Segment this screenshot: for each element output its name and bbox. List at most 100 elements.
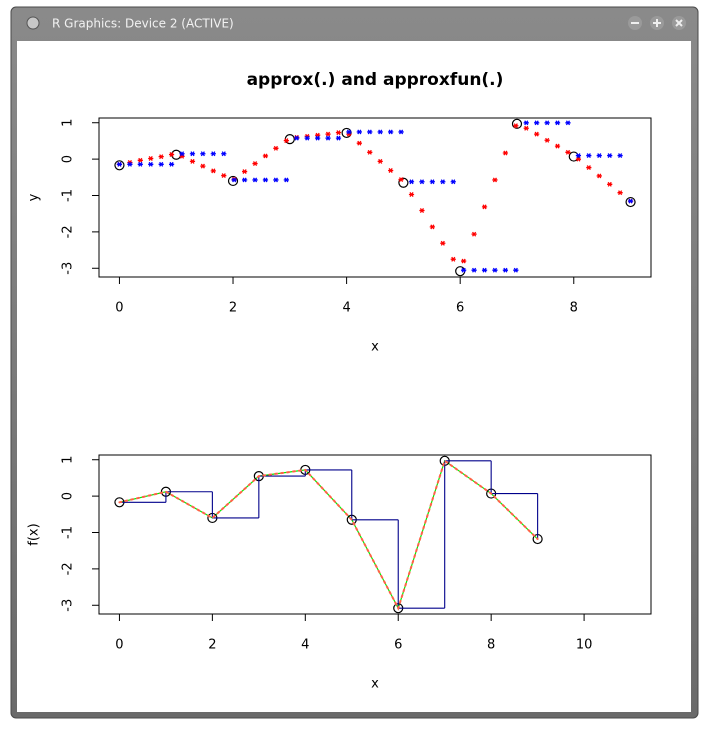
star-point [221, 151, 227, 157]
star-point [523, 120, 529, 126]
y-tick-label: -2 [61, 225, 76, 238]
star-point [325, 135, 331, 141]
star-point [544, 137, 550, 143]
star-point [262, 153, 269, 159]
y-tick-label: 1 [61, 119, 76, 127]
star-point [440, 179, 446, 185]
star-point [544, 120, 550, 126]
star-point [607, 153, 613, 159]
star-point [168, 152, 175, 157]
star-point [252, 161, 258, 167]
star-point [242, 169, 248, 175]
y-axis-label: y [27, 193, 42, 201]
star-point [116, 161, 123, 167]
x-axis-label: x [371, 677, 379, 692]
star-point [617, 190, 623, 196]
star-point [189, 158, 196, 164]
x-tick-label: 10 [576, 638, 593, 653]
star-point [346, 129, 352, 135]
star-point [617, 153, 623, 159]
star-point [492, 267, 498, 273]
star-point [596, 153, 602, 159]
star-point [158, 161, 164, 167]
star-point [127, 161, 133, 167]
star-point [294, 135, 300, 141]
star-point [627, 198, 634, 204]
star-point [481, 204, 488, 210]
y-tick-label: -1 [61, 189, 76, 202]
plot-area [17, 41, 691, 712]
star-point [231, 177, 237, 183]
star-point [200, 151, 206, 157]
plot-box [98, 117, 652, 278]
star-point [283, 138, 289, 144]
x-tick-label: 0 [115, 301, 123, 316]
star-point [356, 140, 362, 146]
star-point [534, 131, 540, 137]
star-point [513, 267, 519, 273]
y-tick-label: 1 [61, 456, 76, 464]
star-point [335, 130, 342, 136]
star-point [377, 158, 383, 164]
star-point [565, 149, 571, 155]
panel: x f(x) 0 2 4 6 8 10 -3 -2 -1 0 1 [27, 454, 652, 692]
star-point [315, 135, 321, 141]
x-tick-label: 4 [342, 301, 350, 316]
x-tick-label: 8 [570, 301, 578, 316]
star-point [575, 153, 582, 159]
window-title: R Graphics: Device 2 (ACTIVE) [52, 17, 234, 31]
y-tick-label: 0 [61, 155, 76, 163]
y-tick-label: 0 [61, 492, 76, 500]
star-point [492, 177, 498, 183]
star-point [419, 179, 425, 185]
star-point [179, 151, 185, 157]
point [114, 160, 125, 171]
x-tick-label: 0 [115, 638, 123, 653]
star-point [367, 149, 373, 155]
star-point [252, 177, 258, 183]
point [341, 127, 352, 139]
star-point [523, 125, 529, 131]
star-point [158, 154, 164, 160]
star-point [596, 173, 602, 179]
series-layer [114, 118, 636, 277]
x-tick-label: 2 [229, 301, 237, 316]
star-point [335, 135, 342, 141]
star-point [200, 163, 206, 169]
star-point [586, 153, 592, 159]
x-tick-label: 6 [394, 638, 402, 653]
star-point [534, 120, 540, 126]
star-point [148, 161, 154, 167]
star-point [513, 123, 519, 129]
panel: approx(.) and approxfun(.) x y 0 2 4 6 8 -3 -2 -1 0… [27, 70, 652, 355]
star-point [429, 224, 435, 230]
star-point [461, 258, 467, 264]
star-point [283, 177, 289, 183]
star-point [356, 129, 362, 135]
x-tick-label: 6 [456, 301, 464, 316]
star-point [168, 161, 175, 167]
star-point [262, 177, 269, 183]
x-axis-label: x [371, 340, 379, 355]
star-point [461, 267, 467, 273]
point [398, 177, 409, 188]
star-point [471, 267, 477, 273]
star-point [189, 151, 196, 157]
star-point [554, 143, 561, 149]
star-point [388, 168, 394, 173]
app-icon [26, 16, 40, 30]
star-point [273, 145, 279, 151]
star-point [419, 208, 425, 213]
star-point [304, 135, 310, 141]
plot-box [98, 454, 652, 615]
star-point [137, 157, 143, 163]
star-point [565, 120, 571, 126]
star-point [273, 177, 279, 183]
star-point [242, 177, 248, 183]
star-point [481, 267, 488, 273]
star-point [408, 192, 415, 197]
y-tick-label: -3 [61, 262, 76, 275]
star-point [429, 179, 435, 185]
star-point [210, 168, 216, 174]
